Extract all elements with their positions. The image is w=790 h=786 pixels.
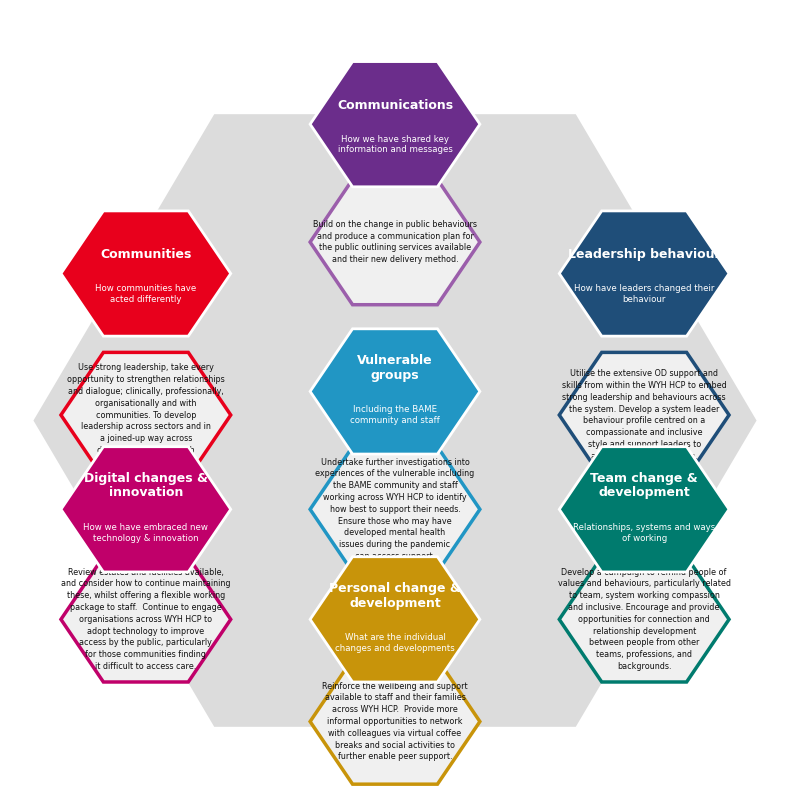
Polygon shape bbox=[310, 556, 480, 682]
Text: Develop a campaign to remind people of
values and behaviours, particularly relat: Develop a campaign to remind people of v… bbox=[558, 567, 731, 671]
Polygon shape bbox=[559, 446, 729, 572]
Polygon shape bbox=[559, 556, 729, 682]
Polygon shape bbox=[310, 329, 480, 454]
Text: Communications: Communications bbox=[337, 99, 453, 112]
Polygon shape bbox=[61, 556, 231, 682]
Polygon shape bbox=[61, 211, 231, 336]
Polygon shape bbox=[310, 446, 480, 572]
Text: How communities have
acted differently: How communities have acted differently bbox=[96, 284, 197, 304]
Text: Leadership behaviour: Leadership behaviour bbox=[568, 248, 720, 261]
Text: Including the BAME
community and staff: Including the BAME community and staff bbox=[350, 405, 440, 425]
Text: Reinforce the wellbeing and support
available to staff and their families
across: Reinforce the wellbeing and support avai… bbox=[322, 681, 468, 762]
Polygon shape bbox=[559, 352, 729, 478]
Polygon shape bbox=[310, 61, 480, 187]
Text: Review estates and facilities available,
and consider how to continue maintainin: Review estates and facilities available,… bbox=[61, 567, 231, 671]
Text: Relationships, systems and ways
of working: Relationships, systems and ways of worki… bbox=[573, 523, 715, 543]
Text: Vulnerable
groups: Vulnerable groups bbox=[357, 354, 433, 381]
Text: Communities: Communities bbox=[100, 248, 191, 261]
Text: What are the individual
changes and developments: What are the individual changes and deve… bbox=[335, 633, 455, 653]
Text: Build on the change in public behaviours
and produce a communication plan for
th: Build on the change in public behaviours… bbox=[313, 220, 477, 264]
Text: Use strong leadership, take every
opportunity to strengthen relationships
and di: Use strong leadership, take every opport… bbox=[67, 363, 224, 467]
Text: Utilise the extensive OD support and
skills from within the WYH HCP to embed
str: Utilise the extensive OD support and ski… bbox=[562, 369, 727, 461]
Text: Digital changes &
innovation: Digital changes & innovation bbox=[84, 472, 208, 499]
Text: Undertake further investigations into
experiences of the vulnerable including
th: Undertake further investigations into ex… bbox=[315, 457, 475, 561]
Text: How we have embraced new
technology & innovation: How we have embraced new technology & in… bbox=[84, 523, 209, 543]
Polygon shape bbox=[61, 352, 231, 478]
Text: How have leaders changed their
behaviour: How have leaders changed their behaviour bbox=[574, 284, 714, 304]
Polygon shape bbox=[310, 659, 480, 784]
Text: Team change &
development: Team change & development bbox=[590, 472, 698, 499]
Polygon shape bbox=[61, 446, 231, 572]
Polygon shape bbox=[310, 179, 480, 305]
Polygon shape bbox=[559, 211, 729, 336]
Polygon shape bbox=[33, 114, 757, 727]
Text: Personal change &
development: Personal change & development bbox=[329, 582, 461, 609]
Text: How we have shared key
information and messages: How we have shared key information and m… bbox=[337, 134, 453, 155]
